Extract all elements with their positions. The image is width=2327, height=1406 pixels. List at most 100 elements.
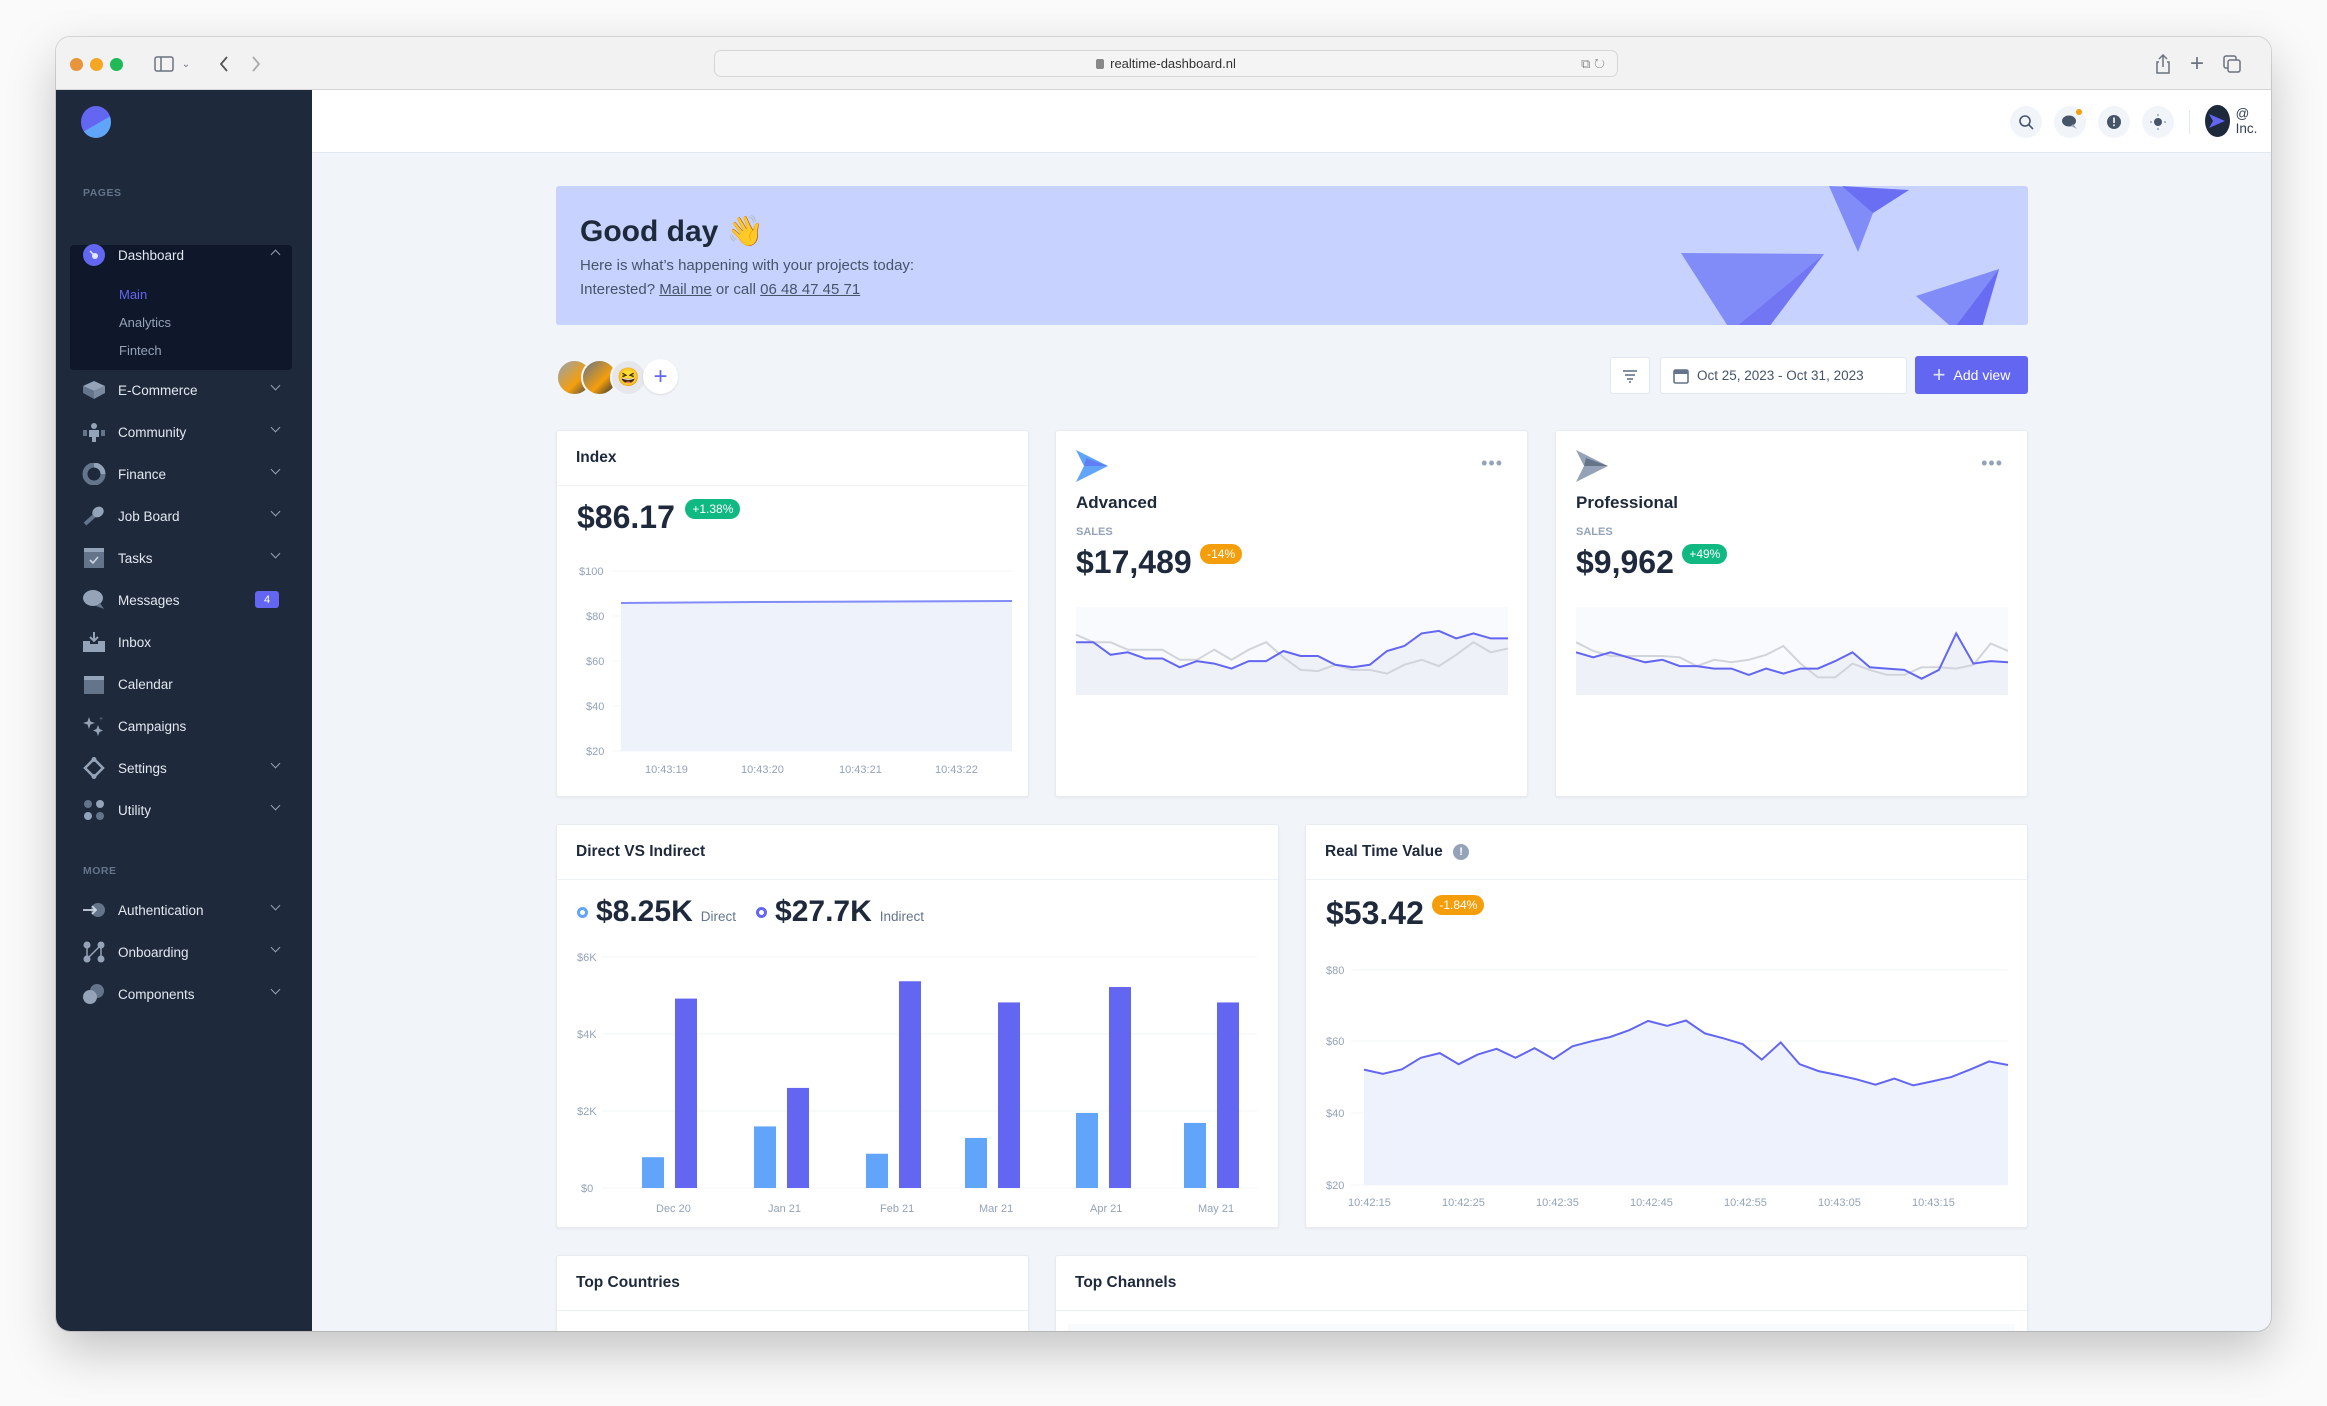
sidebar-item-utility[interactable]: Utility <box>82 796 287 824</box>
calendar-icon <box>1673 368 1689 384</box>
chevron-down-icon <box>270 464 281 475</box>
sidebar-item-tasks[interactable]: Tasks <box>82 544 287 572</box>
indirect-bar[interactable] <box>899 981 921 1188</box>
tabs-overview-icon[interactable] <box>2221 51 2243 77</box>
phone-link[interactable]: 06 48 47 45 71 <box>760 281 861 298</box>
welcome-banner: Good day 👋 Here is what’s happening with… <box>556 186 2028 325</box>
svg-text:10:43:05: 10:43:05 <box>1818 1197 1861 1209</box>
sidebar-item-e-commerce[interactable]: E-Commerce <box>82 376 287 404</box>
change-badge: -14% <box>1200 544 1243 564</box>
card-title: Advanced <box>1076 493 1158 512</box>
account-menu[interactable]: @ Inc. <box>2205 105 2271 137</box>
clipboard-check-icon <box>82 547 106 569</box>
indirect-bar[interactable] <box>1109 987 1131 1188</box>
maximize-window-button[interactable] <box>110 58 123 71</box>
paper-plane-icon <box>1576 450 1608 482</box>
svg-text:$20: $20 <box>1326 1180 1344 1192</box>
direct-bar[interactable] <box>754 1126 776 1188</box>
direct-bar[interactable] <box>642 1157 664 1188</box>
advanced-card: ••• Advanced SALES $17,489 -14% <box>1055 430 1528 797</box>
sidebar-subitem-fintech[interactable]: Fintech <box>119 343 162 358</box>
gauge-icon <box>82 244 106 266</box>
chat-icon <box>82 589 106 611</box>
new-tab-icon[interactable]: + <box>2189 50 2204 77</box>
sidebar-subitem-main[interactable]: Main <box>119 287 148 302</box>
direct-vs-indirect-card: Direct VS Indirect $8.25K Direct $27.7K … <box>556 824 1279 1228</box>
sidebar-item-authentication[interactable]: Authentication <box>82 896 287 924</box>
sidebar-subitem-analytics[interactable]: Analytics <box>119 315 172 330</box>
translate-reload-icons[interactable]: ⧉ ↻ <box>1581 56 1605 71</box>
direct-indirect-bar-chart: $6K $4K $2K $0 Dec 20 Jan 21 Feb 21 Mar 21 Apr … <box>577 952 1257 1215</box>
svg-text:10:42:15: 10:42:15 <box>1348 1197 1391 1209</box>
sidebar-item-calendar[interactable]: Calendar <box>82 670 287 698</box>
sidebar-item-dashboard[interactable]: Dashboard <box>82 241 287 269</box>
sidebar-item-label: Finance <box>118 466 167 482</box>
sidebar-item-campaigns[interactable]: + Campaigns <box>82 712 287 740</box>
close-window-button[interactable] <box>70 58 83 71</box>
svg-text:10:42:45: 10:42:45 <box>1630 1197 1673 1209</box>
direct-bar[interactable] <box>1184 1122 1206 1188</box>
top-countries-card: Top Countries <box>556 1255 1029 1331</box>
indirect-bar[interactable] <box>1217 1002 1239 1188</box>
sidebar-item-inbox[interactable]: Inbox <box>82 628 287 656</box>
browser-window: ⌄ realtime-dashboard.nl ⧉ ↻ + PAGES Dash <box>56 37 2271 1331</box>
info-button[interactable] <box>2098 106 2130 138</box>
more-options-button[interactable]: ••• <box>1481 453 1503 473</box>
sidebar-item-messages[interactable]: Messages 4 <box>82 586 287 614</box>
calendar-icon <box>82 673 106 695</box>
messages-button[interactable] <box>2054 106 2086 138</box>
add-view-button[interactable]: + Add view <box>1915 356 2028 394</box>
search-button[interactable] <box>2010 106 2042 138</box>
sidebar-item-job-board[interactable]: Job Board <box>82 502 287 530</box>
sidebar-item-label: Tasks <box>118 550 153 566</box>
chevron-down-icon <box>270 758 281 769</box>
flow-icon <box>82 941 106 963</box>
pie-icon <box>82 463 106 485</box>
sidebar-toggle-icon[interactable] <box>153 51 175 77</box>
sidebar-item-label: Messages <box>118 592 180 608</box>
app-logo[interactable] <box>81 106 111 138</box>
chevron-down-icon[interactable]: ⌄ <box>181 58 191 70</box>
direct-bar[interactable] <box>1076 1112 1098 1188</box>
address-bar[interactable]: realtime-dashboard.nl ⧉ ↻ <box>714 50 1618 77</box>
info-icon[interactable]: ! <box>1453 843 1470 860</box>
svg-text:10:43:15: 10:43:15 <box>1912 1197 1955 1209</box>
login-icon <box>82 899 106 921</box>
share-icon[interactable] <box>2153 51 2173 77</box>
sparkles-icon: + <box>82 715 106 737</box>
direct-bar[interactable] <box>965 1137 987 1188</box>
filter-button[interactable] <box>1610 357 1650 394</box>
settings-icon <box>82 757 106 779</box>
sidebar-item-settings[interactable]: Settings <box>82 754 287 782</box>
svg-text:+: + <box>99 716 103 723</box>
sidebar-item-onboarding[interactable]: Onboarding <box>82 938 287 966</box>
indirect-legend-dot <box>756 906 768 918</box>
indirect-bar[interactable] <box>675 998 697 1188</box>
card-title-row: Real Time Value ! <box>1306 825 2027 880</box>
svg-text:10:42:35: 10:42:35 <box>1536 1197 1579 1209</box>
direct-bar[interactable] <box>866 1153 888 1188</box>
chat-icon <box>2062 115 2077 129</box>
theme-toggle-button[interactable] <box>2142 106 2174 138</box>
sidebar-item-finance[interactable]: Finance <box>82 460 287 488</box>
back-button[interactable] <box>214 51 234 77</box>
sales-label: SALES <box>1576 526 1613 538</box>
chevron-down-icon <box>270 942 281 953</box>
lock-icon <box>1096 58 1105 69</box>
indirect-bar[interactable] <box>998 1002 1020 1188</box>
mail-me-link[interactable]: Mail me <box>659 281 712 298</box>
indirect-bar[interactable] <box>787 1087 809 1188</box>
minimize-window-button[interactable] <box>90 58 103 71</box>
add-member-button[interactable]: + <box>643 359 678 394</box>
svg-text:Mar 21: Mar 21 <box>979 1203 1013 1215</box>
sidebar-item-label: E-Commerce <box>118 382 198 398</box>
real-time-value-card: Real Time Value ! $53.42 -1.84% $80 $60 $4… <box>1305 824 2028 1228</box>
sidebar: PAGES Dashboard Main Analytics Fintech E… <box>56 90 312 1331</box>
more-options-button[interactable]: ••• <box>1981 453 2003 473</box>
avatar[interactable]: 😆 <box>610 359 647 396</box>
sidebar-item-components[interactable]: Components <box>82 980 287 1008</box>
forward-button[interactable] <box>246 51 266 77</box>
sidebar-item-community[interactable]: Community <box>82 418 287 446</box>
card-title: Direct VS Indirect <box>557 825 1278 880</box>
date-range-picker[interactable]: Oct 25, 2023 - Oct 31, 2023 <box>1660 357 1907 394</box>
